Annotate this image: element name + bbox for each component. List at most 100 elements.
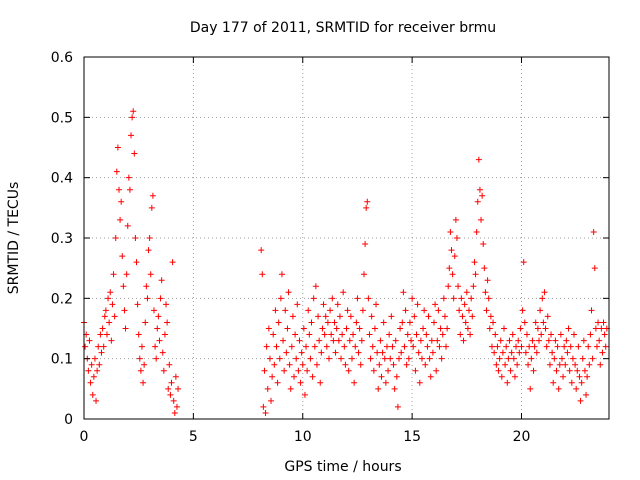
- data-point: [282, 307, 289, 314]
- data-point: [97, 331, 104, 338]
- data-point: [499, 349, 506, 356]
- data-point: [371, 325, 378, 332]
- data-point: [331, 319, 338, 326]
- data-point: [100, 343, 107, 350]
- data-point: [262, 409, 269, 416]
- data-point: [388, 313, 395, 320]
- data-point: [145, 247, 152, 254]
- data-point: [429, 349, 436, 356]
- data-point: [438, 355, 445, 362]
- data-point: [576, 373, 583, 380]
- data-point: [565, 325, 572, 332]
- data-point: [333, 325, 340, 332]
- data-point: [124, 222, 131, 229]
- data-point: [470, 283, 477, 290]
- data-point: [168, 379, 175, 386]
- data-point: [134, 301, 141, 308]
- data-point: [316, 337, 323, 344]
- data-point: [422, 361, 429, 368]
- y-tick-label: 0.6: [51, 50, 73, 66]
- data-point: [455, 283, 462, 290]
- data-point: [352, 343, 359, 350]
- x-tick-label: 20: [513, 429, 531, 445]
- data-point: [588, 307, 595, 314]
- data-point: [456, 307, 463, 314]
- data-point: [373, 301, 380, 308]
- data-point: [366, 331, 373, 338]
- data-point: [593, 343, 600, 350]
- data-point: [169, 259, 176, 266]
- data-point: [439, 331, 446, 338]
- data-point: [383, 343, 390, 350]
- data-point: [335, 337, 342, 344]
- data-point: [427, 373, 434, 380]
- data-point: [126, 186, 133, 193]
- data-point: [355, 349, 362, 356]
- data-point: [154, 325, 161, 332]
- data-point: [457, 331, 464, 338]
- data-point: [405, 355, 412, 362]
- data-point: [387, 355, 394, 362]
- data-point: [319, 325, 326, 332]
- data-point: [85, 367, 92, 374]
- data-point: [153, 355, 160, 362]
- data-point: [341, 343, 348, 350]
- data-point: [581, 367, 588, 374]
- data-point: [417, 337, 424, 344]
- data-point: [416, 379, 423, 386]
- data-point: [329, 295, 336, 302]
- data-point: [533, 349, 540, 356]
- data-point: [580, 337, 587, 344]
- data-point: [118, 198, 125, 205]
- data-point: [562, 361, 569, 368]
- data-point: [300, 325, 307, 332]
- data-point: [113, 168, 120, 175]
- data-point: [491, 349, 498, 356]
- data-point: [597, 361, 604, 368]
- data-point: [160, 367, 167, 374]
- data-point: [370, 367, 377, 374]
- data-point: [408, 337, 415, 344]
- data-point: [261, 367, 268, 374]
- data-point: [469, 313, 476, 320]
- data-point: [459, 313, 466, 320]
- data-point: [293, 355, 300, 362]
- data-point: [285, 289, 292, 296]
- data-point: [87, 379, 94, 386]
- data-point: [340, 289, 347, 296]
- data-point: [515, 337, 522, 344]
- data-point: [542, 325, 549, 332]
- data-point: [451, 253, 458, 260]
- data-point: [305, 307, 312, 314]
- data-point: [361, 271, 367, 278]
- data-point: [529, 337, 536, 344]
- data-point: [574, 367, 581, 374]
- y-tick-label: 0: [64, 412, 73, 428]
- data-point: [328, 331, 335, 338]
- data-point: [558, 355, 565, 362]
- data-point: [368, 313, 375, 320]
- data-point: [166, 361, 173, 368]
- data-point: [359, 307, 366, 314]
- data-point: [481, 265, 488, 272]
- data-point: [496, 355, 503, 362]
- data-point: [447, 228, 454, 235]
- data-point: [107, 289, 114, 296]
- data-point: [556, 361, 563, 368]
- data-point: [488, 343, 495, 350]
- data-point: [440, 295, 447, 302]
- data-point: [288, 343, 295, 350]
- data-point: [398, 349, 405, 356]
- data-point: [534, 325, 541, 332]
- data-point: [353, 319, 360, 326]
- data-point: [157, 295, 164, 302]
- data-point: [412, 367, 419, 374]
- data-point: [299, 361, 306, 368]
- data-point: [136, 355, 143, 362]
- data-point: [561, 343, 568, 350]
- data-point: [138, 343, 145, 350]
- data-point: [598, 325, 605, 332]
- data-point: [413, 331, 420, 338]
- data-point: [271, 361, 278, 368]
